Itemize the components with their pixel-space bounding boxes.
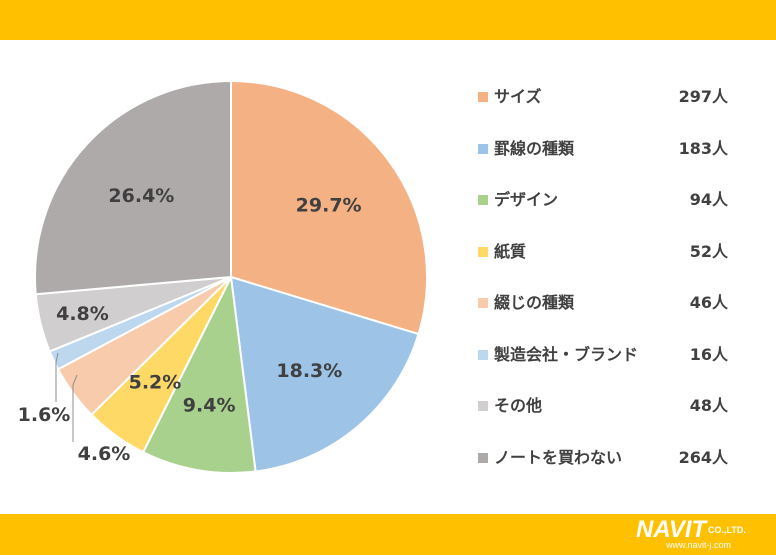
bottom-band [0,514,776,555]
legend-label: 製造会社・ブランド [494,344,639,364]
legend-swatch [478,349,488,360]
top-band [0,0,776,40]
slice-percent-label: 4.8% [56,303,109,325]
legend-label: 紙質 [494,241,527,261]
legend-item: 紙質 52人 [478,235,728,287]
slice-percent-label: 5.2% [129,372,182,394]
logo-wordmark: NAVIT [636,516,707,543]
legend-item: 綴じの種類 46人 [478,286,728,338]
slice-percent-label: 9.4% [183,395,236,417]
pie-chart: 29.7% 18.3% 9.4%5.2% 4.6% 1.6% 4.8% 26.4% [18,79,428,474]
legend-swatch [478,246,488,257]
legend-swatch [478,401,488,411]
legend-label: ノートを買わない [494,447,623,467]
legend-label: デザイン [494,190,559,209]
logo-url: www.navit-j.com [666,540,732,550]
slice-percent-label: 4.6% [78,443,131,465]
legend-item: 製造会社・ブランド 16人 [478,338,728,390]
legend-value: 52人 [689,241,728,261]
slice-percent-label: 26.4% [108,185,174,207]
chart-legend: サイズ 297人 罫線の種類 183人 デザイン 94人 紙質 52人 綴じの種… [478,80,728,492]
legend-label: 綴じの種類 [494,293,575,312]
pie-slice [230,79,428,336]
legend-item: サイズ 297人 [478,80,728,132]
legend-label: サイズ [494,87,542,106]
legend-swatch [478,92,488,102]
legend-value: 16人 [689,344,728,364]
leader-line [72,374,78,442]
legend-item: 罫線の種類 183人 [478,132,728,184]
legend-swatch [478,452,488,463]
legend-label: 罫線の種類 [494,138,575,158]
company-logo: NAVIT CO.,LTD. www.navit-j.com [636,516,766,552]
legend-swatch [478,143,488,154]
logo-suffix: CO.,LTD. [708,525,746,535]
legend-swatch [478,298,488,308]
legend-value: 297人 [678,87,728,106]
pie-slice [34,79,232,296]
pie-slice [229,275,420,473]
slice-percent-label: 1.6% [18,404,71,426]
legend-item: ノートを買わない 264人 [478,441,728,493]
legend-item: デザイン 94人 [478,183,728,235]
legend-swatch [478,195,488,205]
legend-value: 46人 [689,293,728,312]
legend-value: 183人 [678,138,728,158]
legend-value: 94人 [689,190,728,209]
legend-item: その他 48人 [478,389,728,441]
legend-value: 48人 [689,396,728,415]
leader-line [55,352,59,402]
pie-slice [141,273,257,474]
slice-percent-label: 18.3% [276,360,342,382]
legend-label: その他 [494,396,543,415]
legend-value: 264人 [678,447,728,467]
slice-percent-label: 29.7% [296,195,362,217]
